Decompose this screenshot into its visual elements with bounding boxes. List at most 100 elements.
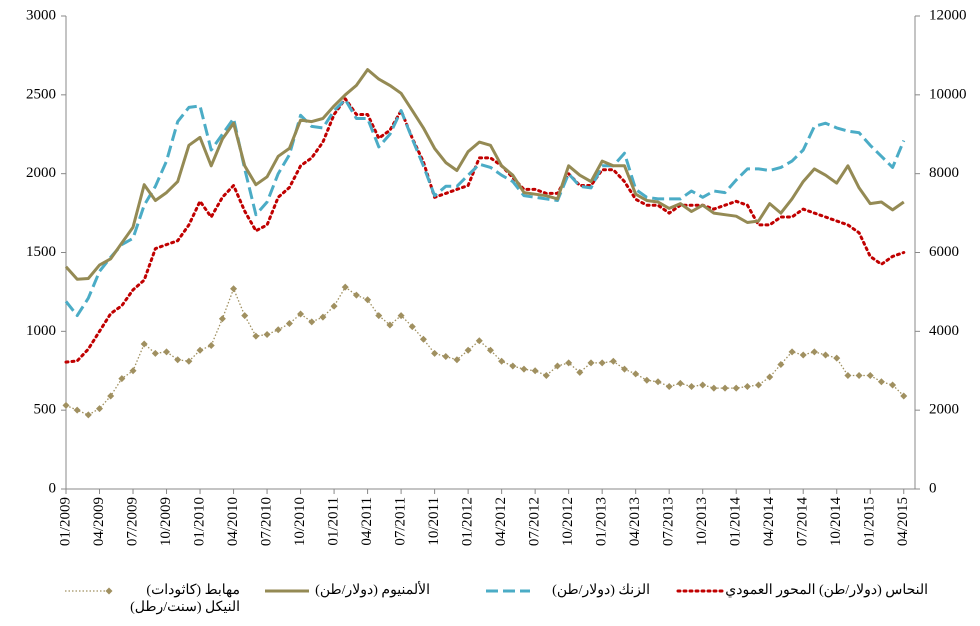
data-point: [889, 381, 897, 389]
legend-label: النحاس (دولار/طن) المحور العمودي: [725, 583, 928, 598]
data-point: [96, 405, 104, 413]
x-tick-label: 01/2014: [728, 497, 744, 547]
data-point: [632, 370, 640, 378]
x-tick-label: 07/2013: [661, 497, 677, 546]
data-point: [676, 379, 684, 387]
data-point: [822, 351, 830, 359]
y-tick-label: 500: [34, 402, 57, 418]
data-point: [163, 348, 171, 356]
data-point: [699, 381, 707, 389]
data-point: [230, 285, 238, 293]
data-point: [375, 312, 383, 320]
data-point: [263, 330, 271, 338]
data-point: [285, 319, 293, 327]
legend-marker: [105, 587, 113, 595]
data-point: [710, 384, 718, 392]
data-point: [755, 381, 763, 389]
x-tick-label: 07/2009: [124, 497, 140, 546]
y2-tick-label: 6000: [929, 244, 959, 260]
x-tick-label: 04/2012: [493, 497, 509, 546]
data-point: [732, 384, 740, 392]
data-point: [788, 348, 796, 356]
data-point: [475, 337, 483, 345]
x-tick-label: 07/2012: [527, 497, 543, 546]
data-point: [419, 335, 427, 343]
y-tick-label: 0: [49, 480, 57, 496]
data-point: [274, 326, 282, 334]
data-point: [341, 283, 349, 291]
data-point: [531, 367, 539, 375]
data-point: [486, 346, 494, 354]
x-tick-label: 07/2011: [393, 497, 409, 546]
y-tick-label: 2500: [26, 86, 56, 102]
x-tick-label: 04/2015: [895, 497, 911, 546]
data-point: [140, 340, 148, 348]
data-point: [900, 392, 908, 400]
x-tick-label: 10/2009: [158, 497, 174, 546]
data-point: [453, 356, 461, 364]
series-line: [65, 286, 905, 416]
x-tick-label: 04/2011: [359, 497, 375, 546]
x-tick-label: 07/2010: [258, 497, 274, 546]
data-point: [833, 354, 841, 362]
data-point: [442, 353, 450, 361]
legend-label: مهابط (كاثودات) النيكل (سنت/رطل): [130, 583, 240, 615]
data-point: [688, 383, 696, 391]
series-line: [64, 97, 906, 364]
data-point: [743, 383, 751, 391]
data-point: [408, 323, 416, 331]
y-tick-label: 3000: [26, 7, 56, 23]
data-point: [576, 368, 584, 376]
x-tick-label: 10/2010: [292, 497, 308, 546]
data-point: [777, 360, 785, 368]
data-point: [643, 376, 651, 384]
data-point: [665, 383, 673, 391]
data-point: [855, 371, 863, 379]
data-point: [542, 371, 550, 379]
data-point: [866, 371, 874, 379]
legend-label: الألمنيوم (دولار/طن): [315, 583, 430, 598]
x-tick-label: 01/2013: [594, 497, 610, 546]
data-point: [877, 378, 885, 386]
data-point: [118, 375, 126, 383]
y2-tick-label: 0: [929, 480, 937, 496]
y2-tick-label: 2000: [929, 402, 959, 418]
x-tick-label: 01/2010: [191, 497, 207, 546]
x-tick-label: 01/2011: [326, 497, 342, 546]
data-point: [352, 291, 360, 299]
x-tick-label: 10/2012: [560, 497, 576, 546]
data-point: [330, 302, 338, 310]
x-tick-label: 04/2010: [225, 497, 241, 546]
y2-tick-label: 8000: [929, 165, 959, 181]
y2-tick-label: 10000: [929, 86, 967, 102]
legend-item: مهابط (كاثودات) النيكل (سنت/رطل): [112, 582, 240, 616]
data-point: [509, 362, 517, 370]
y-tick-label: 2000: [26, 165, 56, 181]
legend-item: الألمنيوم (دولار/طن): [190, 582, 430, 599]
data-point: [810, 348, 818, 356]
data-point: [844, 371, 852, 379]
x-tick-label: 10/2011: [426, 497, 442, 546]
x-tick-label: 04/2009: [91, 497, 107, 546]
y-tick-label: 1000: [26, 323, 56, 339]
data-point: [721, 384, 729, 392]
data-point: [799, 351, 807, 359]
x-tick-label: 01/2009: [57, 497, 73, 546]
data-point: [364, 296, 372, 304]
x-tick-label: 07/2014: [795, 497, 811, 547]
data-point: [464, 346, 472, 354]
data-point: [196, 346, 204, 354]
data-point: [151, 349, 159, 357]
series-line: [64, 68, 905, 281]
data-point: [598, 359, 606, 367]
data-point: [241, 312, 249, 320]
x-tick-label: 04/2014: [761, 497, 777, 547]
data-point: [62, 401, 70, 409]
data-point: [386, 321, 394, 329]
x-tick-label: 04/2013: [627, 497, 643, 546]
data-point: [297, 310, 305, 318]
data-point: [73, 406, 81, 414]
data-point: [397, 312, 405, 320]
